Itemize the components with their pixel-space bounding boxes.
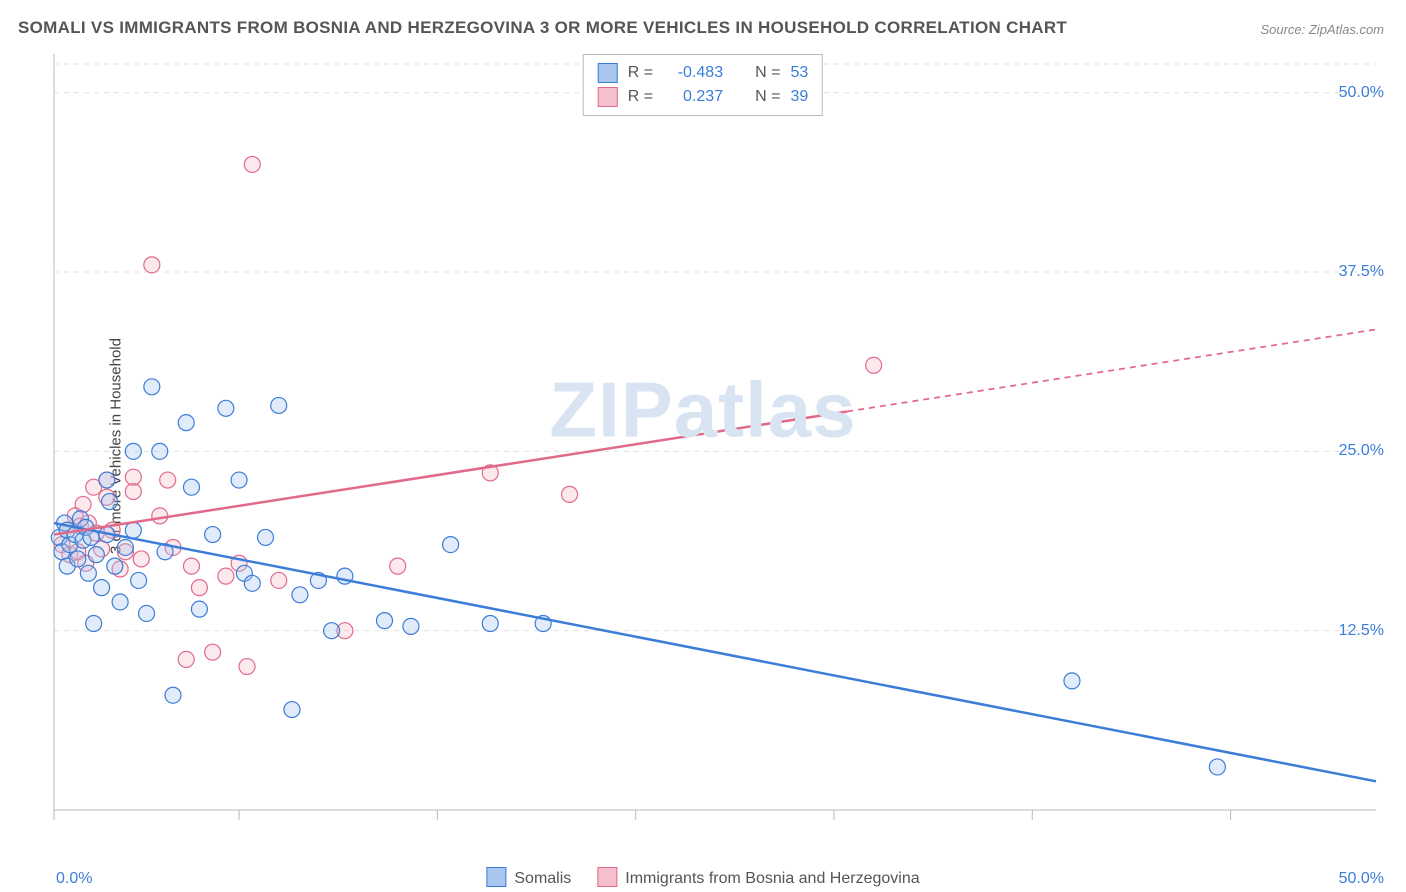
- n-label: N =: [755, 61, 780, 85]
- legend-swatch-0: [598, 63, 618, 83]
- legend-item-0: Somalis: [486, 867, 571, 888]
- x-axis-min-label: 0.0%: [56, 870, 92, 888]
- legend-swatch-icon: [486, 867, 506, 887]
- legend-label-1: Immigrants from Bosnia and Herzegovina: [625, 870, 919, 887]
- y-tick-label: 50.0%: [1339, 84, 1384, 102]
- legend-stats: R = -0.483 N = 53 R = 0.237 N = 39: [583, 54, 823, 116]
- x-axis-max-label: 50.0%: [1339, 870, 1384, 888]
- r-label: R =: [628, 61, 653, 85]
- n-value-1: 39: [790, 85, 808, 109]
- y-tick-label: 37.5%: [1339, 263, 1384, 281]
- r-value-1: 0.237: [663, 85, 723, 109]
- legend-item-1: Immigrants from Bosnia and Herzegovina: [597, 867, 919, 888]
- n-value-0: 53: [790, 61, 808, 85]
- source-label: Source: ZipAtlas.com: [1260, 22, 1384, 37]
- legend-label-0: Somalis: [514, 870, 571, 887]
- chart-title: SOMALI VS IMMIGRANTS FROM BOSNIA AND HER…: [18, 18, 1067, 38]
- r-value-0: -0.483: [663, 61, 723, 85]
- y-tick-label: 25.0%: [1339, 442, 1384, 460]
- chart-svg: [50, 50, 1380, 840]
- n-label: N =: [755, 85, 780, 109]
- legend-stats-row-0: R = -0.483 N = 53: [598, 61, 808, 85]
- y-tick-label: 12.5%: [1339, 622, 1384, 640]
- r-label: R =: [628, 85, 653, 109]
- legend-swatch-icon: [597, 867, 617, 887]
- legend-swatch-1: [598, 87, 618, 107]
- legend-series: Somalis Immigrants from Bosnia and Herze…: [486, 867, 919, 888]
- scatter-plot: [50, 50, 1380, 840]
- legend-stats-row-1: R = 0.237 N = 39: [598, 85, 808, 109]
